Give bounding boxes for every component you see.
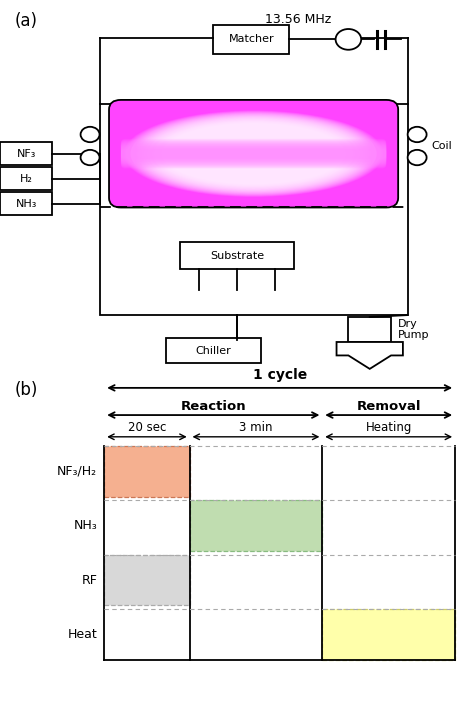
Ellipse shape [149,119,358,188]
Ellipse shape [139,116,368,191]
Bar [0,142,52,165]
Ellipse shape [161,123,346,184]
Ellipse shape [132,113,374,194]
Text: Matcher: Matcher [228,34,274,44]
FancyBboxPatch shape [121,139,386,168]
Text: 13.56 MHz: 13.56 MHz [265,14,332,26]
FancyBboxPatch shape [121,138,386,169]
Bar [322,609,455,660]
FancyBboxPatch shape [121,148,386,160]
Text: Heat: Heat [67,628,97,641]
FancyBboxPatch shape [121,149,386,158]
Ellipse shape [128,112,379,195]
FancyBboxPatch shape [121,146,386,162]
Bar [104,555,190,605]
Ellipse shape [125,111,383,196]
Text: Reaction: Reaction [181,400,246,413]
Bar [166,338,261,363]
Ellipse shape [145,117,363,190]
Ellipse shape [137,115,371,193]
Bar [0,192,52,215]
Ellipse shape [140,116,367,191]
FancyBboxPatch shape [121,144,386,163]
Text: NH₃: NH₃ [15,199,37,209]
Ellipse shape [136,115,372,193]
Text: Substrate: Substrate [210,251,264,260]
Ellipse shape [124,110,383,197]
Ellipse shape [160,123,347,185]
Ellipse shape [144,117,364,191]
Ellipse shape [138,115,369,192]
FancyBboxPatch shape [121,146,386,161]
FancyBboxPatch shape [121,145,386,162]
Text: Coil: Coil [431,141,452,151]
Text: Heating: Heating [365,421,412,434]
Circle shape [81,127,100,142]
Text: Removal: Removal [356,400,421,413]
Circle shape [408,127,427,142]
Bar [180,242,294,269]
FancyBboxPatch shape [121,149,386,159]
Ellipse shape [157,122,350,186]
Text: Dry
Pump: Dry Pump [398,319,429,340]
Text: Chiller: Chiller [195,346,231,356]
Text: NH₃: NH₃ [73,519,97,532]
Text: 3 min: 3 min [239,421,273,434]
Ellipse shape [162,123,345,184]
FancyBboxPatch shape [121,141,386,166]
Ellipse shape [155,120,353,187]
Ellipse shape [131,113,376,194]
FancyBboxPatch shape [109,100,398,207]
Ellipse shape [159,123,348,185]
Ellipse shape [148,119,359,188]
Ellipse shape [151,120,356,188]
Ellipse shape [126,111,382,196]
Ellipse shape [146,117,362,190]
Ellipse shape [134,114,374,194]
FancyBboxPatch shape [121,144,386,164]
Ellipse shape [129,112,378,195]
Ellipse shape [147,118,360,189]
Ellipse shape [130,112,377,195]
Text: 20 sec: 20 sec [128,421,166,434]
Bar [190,500,322,551]
Ellipse shape [128,112,380,196]
Ellipse shape [158,122,349,186]
Text: ~: ~ [343,33,354,46]
Ellipse shape [142,117,365,191]
Text: 1 cycle: 1 cycle [253,368,307,383]
Ellipse shape [154,120,354,187]
FancyBboxPatch shape [121,143,386,165]
Bar [0,167,52,190]
Ellipse shape [156,121,351,186]
Circle shape [81,150,100,165]
Text: RF: RF [82,573,97,587]
Ellipse shape [146,118,361,189]
Bar [213,25,289,54]
Ellipse shape [155,121,352,186]
Ellipse shape [153,120,355,187]
Bar [104,446,190,497]
Polygon shape [337,342,403,369]
Text: (b): (b) [14,381,37,399]
Ellipse shape [150,120,357,188]
Ellipse shape [127,112,381,196]
Text: H₂: H₂ [19,174,33,183]
Circle shape [336,29,361,50]
Text: NF₃: NF₃ [17,149,36,159]
Bar [100,104,408,315]
FancyBboxPatch shape [121,142,386,165]
Ellipse shape [137,115,370,192]
FancyBboxPatch shape [121,147,386,160]
Text: NF₃/H₂: NF₃/H₂ [57,465,97,478]
Ellipse shape [141,116,366,191]
Bar [348,317,391,342]
Text: (a): (a) [14,12,37,30]
FancyBboxPatch shape [121,140,386,167]
Ellipse shape [135,114,373,194]
Circle shape [408,150,427,165]
